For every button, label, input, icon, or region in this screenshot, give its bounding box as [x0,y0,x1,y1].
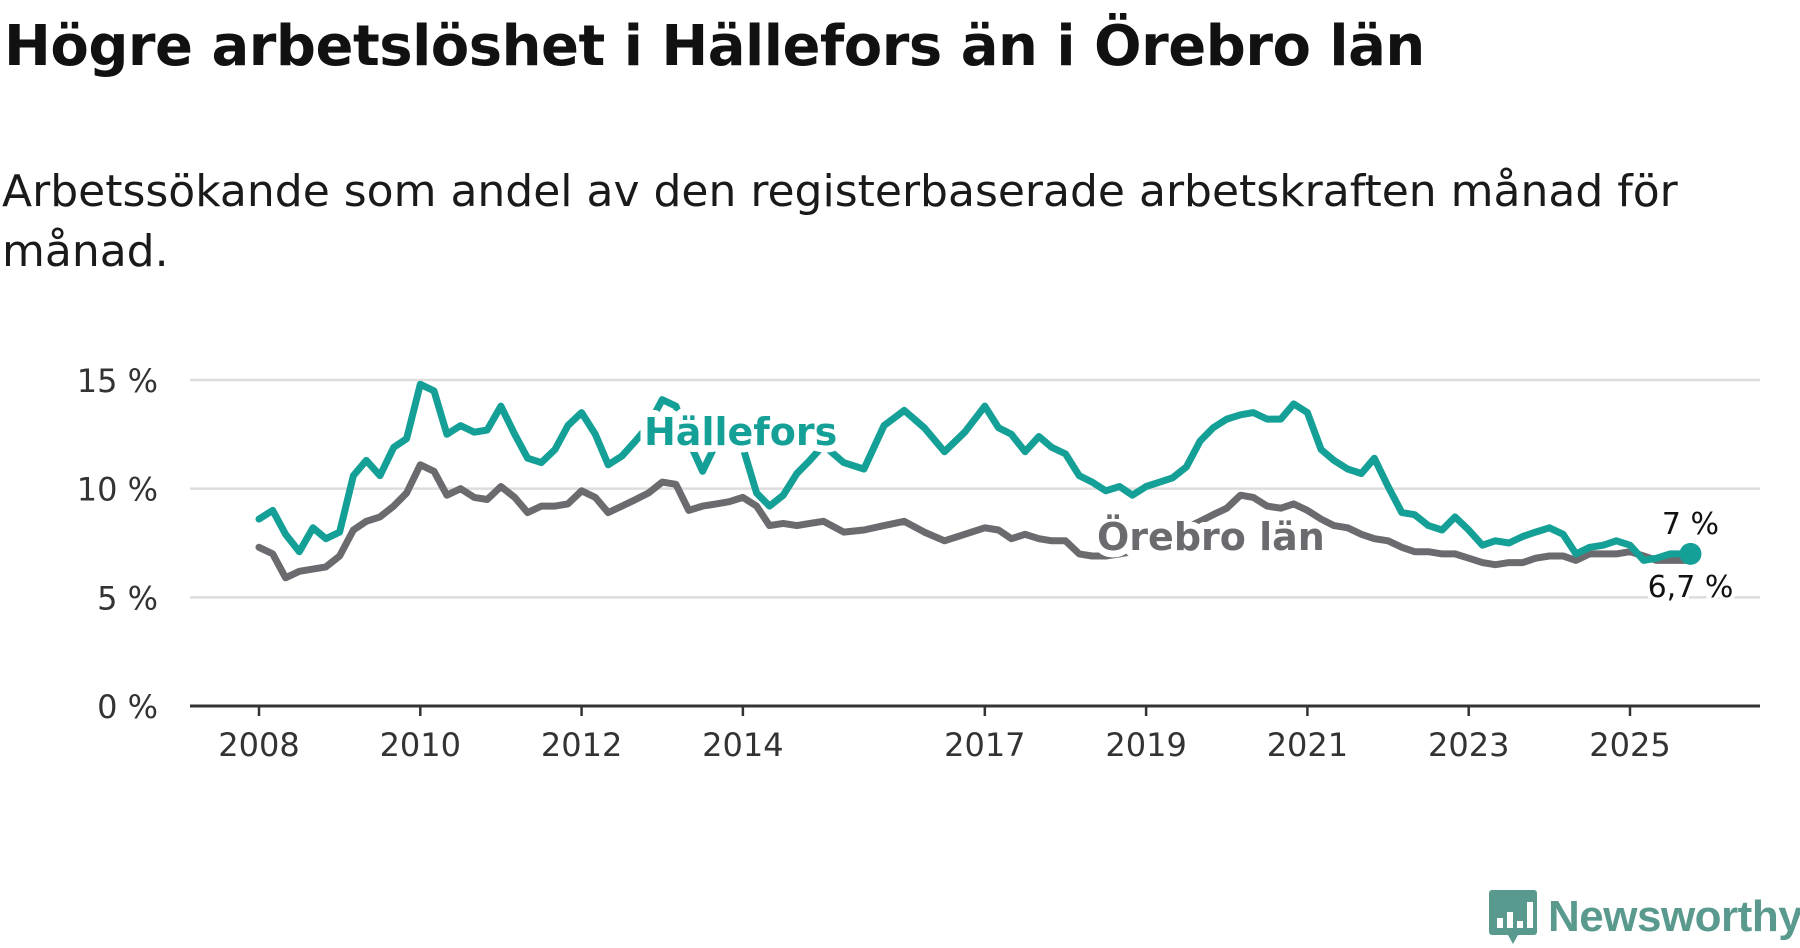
x-tick-label: 2017 [944,726,1025,764]
x-tick-label: 2023 [1428,726,1509,764]
gridlines [190,378,1760,599]
y-tick-label: 10 % [77,471,158,509]
newsworthy-logo-icon [1489,890,1537,944]
hallefors-end-marker [1679,542,1702,565]
hallefors-label-halo: Hällefors [644,410,837,454]
x-axis: 2008 2010 2012 2014 2017 2019 2021 2023 2025 [190,704,1760,764]
orebro-label: Örebro län [1097,515,1325,559]
x-tick-label: 2012 [541,726,622,764]
y-tick-label: 5 % [97,579,158,617]
y-axis: 0 % 5 % 10 % 15 % [77,362,158,726]
orebro-label-halo: Örebro län [1097,515,1325,559]
brand-name: Newsworthy [1548,892,1800,941]
chart-title: Högre arbetslöshet i Hällefors än i Öreb… [4,14,1425,79]
x-tick-label: 2019 [1105,726,1186,764]
x-tick-label: 2021 [1267,726,1348,764]
x-tick-label: 2008 [218,726,299,764]
x-tick-label: 2025 [1589,726,1670,764]
orebro-series-line [255,461,1694,582]
y-tick-label: 0 % [97,688,158,726]
newsworthy-brand: Newsworthy [1488,888,1800,946]
chart-subtitle: Arbetssökande som andel av den registerb… [2,166,1678,277]
x-tick-label: 2010 [380,726,461,764]
x-tick-label: 2014 [702,726,783,764]
hallefors-end-value: 7 % [1662,507,1719,542]
hallefors-series-line [255,380,1694,564]
orebro-end-value: 6,7 % [1648,570,1734,605]
series-lines [255,380,1702,582]
hallefors-label: Hällefors [644,410,837,454]
y-tick-label: 15 % [77,362,158,400]
